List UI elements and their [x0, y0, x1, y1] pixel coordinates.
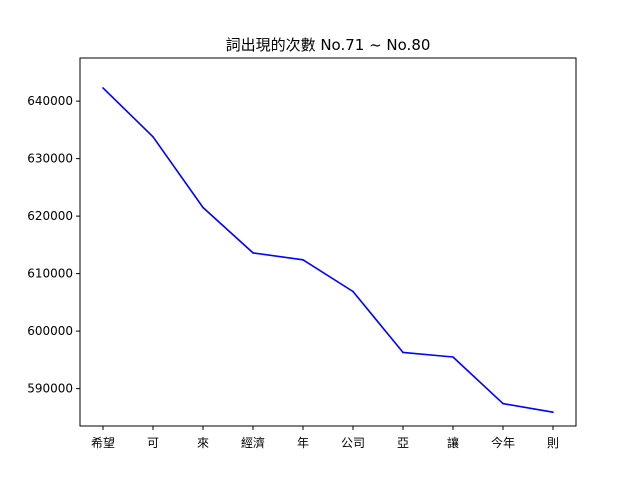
- x-tick-label: 讓: [447, 435, 459, 450]
- plot-area: [102, 87, 554, 414]
- x-tick-label: 經濟: [241, 435, 265, 450]
- data-point: [202, 206, 204, 209]
- data-point: [452, 356, 454, 358]
- x-tick-label: 希望: [91, 435, 115, 450]
- y-tick-label: 610000: [27, 267, 73, 281]
- series-line: [102, 87, 554, 413]
- chart-title: 詞出現的次數 No.71 ~ No.80: [226, 36, 431, 54]
- y-tick-label: 590000: [27, 382, 73, 396]
- data-point: [552, 411, 554, 414]
- y-tick-label: 600000: [27, 324, 73, 338]
- data-point: [102, 87, 104, 89]
- x-tick-label: 亞: [397, 436, 409, 450]
- data-point: [502, 402, 504, 405]
- x-tick-label: 可: [147, 436, 159, 450]
- x-tick-label: 公司: [341, 436, 365, 450]
- data-point: [352, 290, 354, 293]
- x-tick-label: 則: [547, 436, 559, 450]
- axes-frame: [79, 57, 577, 427]
- y-tick-label: 640000: [27, 94, 73, 108]
- x-tick-label: 年: [297, 436, 309, 450]
- data-point: [302, 259, 304, 261]
- x-tick-label: 來: [197, 436, 209, 450]
- x-tick-label: 今年: [491, 435, 515, 450]
- data-point: [252, 252, 254, 254]
- data-point: [402, 351, 404, 354]
- y-tick-label: 620000: [27, 209, 73, 223]
- y-tick-label: 630000: [27, 152, 73, 166]
- data-point: [152, 135, 154, 138]
